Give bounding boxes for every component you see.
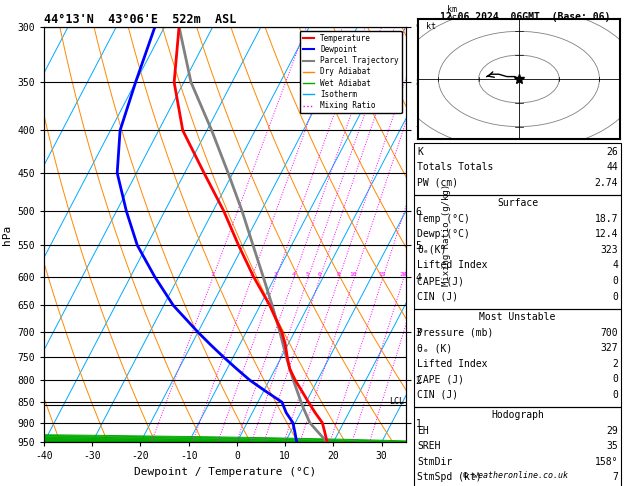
Text: LCL: LCL [389,397,404,406]
Text: 3: 3 [274,272,277,277]
Text: Lifted Index: Lifted Index [417,359,487,369]
Text: StmDir: StmDir [417,457,452,467]
Text: Totals Totals: Totals Totals [417,162,493,173]
Text: 12.4: 12.4 [595,229,618,240]
Text: Dewp (°C): Dewp (°C) [417,229,470,240]
Text: 2.74: 2.74 [595,178,618,188]
Text: 4: 4 [613,260,618,271]
Text: 0: 0 [613,390,618,400]
Text: 29: 29 [606,426,618,436]
Text: 18.7: 18.7 [595,214,618,224]
Text: 26: 26 [606,147,618,157]
Text: 0: 0 [613,292,618,302]
Legend: Temperature, Dewpoint, Parcel Trajectory, Dry Adiabat, Wet Adiabat, Isotherm, Mi: Temperature, Dewpoint, Parcel Trajectory… [299,31,402,113]
Text: CIN (J): CIN (J) [417,292,458,302]
Text: θₑ (K): θₑ (K) [417,343,452,353]
Text: StmSpd (kt): StmSpd (kt) [417,472,482,483]
Text: 44°13'N  43°06'E  522m  ASL: 44°13'N 43°06'E 522m ASL [44,13,237,26]
X-axis label: Dewpoint / Temperature (°C): Dewpoint / Temperature (°C) [134,467,316,477]
Text: Lifted Index: Lifted Index [417,260,487,271]
Text: 8: 8 [337,272,340,277]
Text: K: K [417,147,423,157]
Text: 1: 1 [210,272,214,277]
Text: 327: 327 [601,343,618,353]
Text: 10: 10 [350,272,357,277]
Text: 5: 5 [306,272,309,277]
Text: 6: 6 [317,272,321,277]
Text: 0: 0 [613,276,618,286]
Text: 15: 15 [378,272,386,277]
Text: Pressure (mb): Pressure (mb) [417,328,493,338]
Text: 0: 0 [613,374,618,384]
Text: km
ASL: km ASL [447,4,462,24]
Text: Temp (°C): Temp (°C) [417,214,470,224]
Text: Most Unstable: Most Unstable [479,312,556,322]
Text: 35: 35 [606,441,618,451]
Text: 2: 2 [250,272,253,277]
Text: 44: 44 [606,162,618,173]
Y-axis label: Mixing Ratio (g/kg): Mixing Ratio (g/kg) [442,183,451,286]
Text: kt: kt [426,22,437,31]
Text: CAPE (J): CAPE (J) [417,374,464,384]
Text: 12.06.2024  06GMT  (Base: 06): 12.06.2024 06GMT (Base: 06) [440,12,610,22]
Text: 7: 7 [613,472,618,483]
Text: Surface: Surface [497,198,538,208]
Text: EH: EH [417,426,429,436]
Text: 700: 700 [601,328,618,338]
Text: Hodograph: Hodograph [491,410,544,420]
Text: SREH: SREH [417,441,440,451]
Text: 323: 323 [601,245,618,255]
Text: CIN (J): CIN (J) [417,390,458,400]
Text: 20: 20 [399,272,406,277]
Text: CAPE (J): CAPE (J) [417,276,464,286]
Text: © weatheronline.co.uk: © weatheronline.co.uk [464,471,568,480]
Y-axis label: hPa: hPa [2,225,12,244]
Text: PW (cm): PW (cm) [417,178,458,188]
Text: 158°: 158° [595,457,618,467]
Text: θₑ(K): θₑ(K) [417,245,447,255]
Text: 4: 4 [291,272,295,277]
Text: 2: 2 [613,359,618,369]
